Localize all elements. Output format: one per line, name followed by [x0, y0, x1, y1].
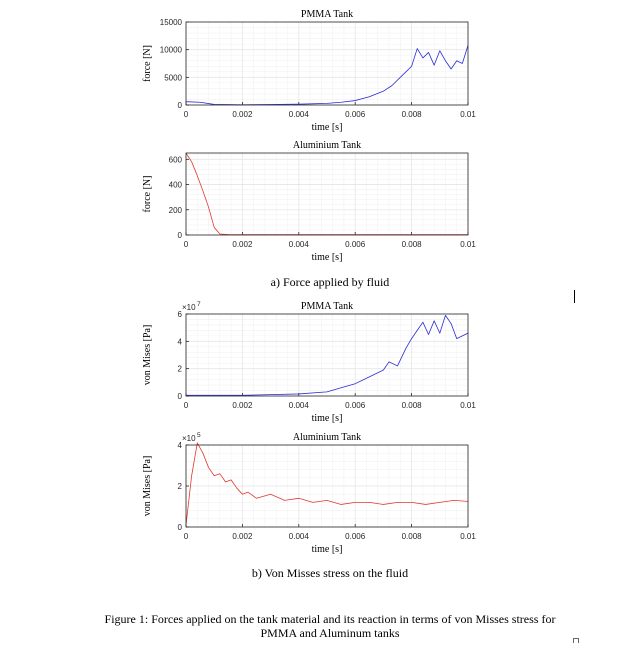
y-tick-label: 0 — [178, 523, 183, 532]
text-cursor — [574, 290, 575, 303]
x-tick-label: 0.008 — [402, 401, 423, 410]
x-tick-label: 0.006 — [345, 240, 366, 249]
chart-aluminium-force: 0 0.002 0.004 0.006 0.008 0.01 0 200 400 600 Alumi… — [142, 140, 476, 263]
plot-area — [186, 314, 468, 396]
y-tick-label: 10000 — [160, 46, 183, 55]
plot-frame — [185, 152, 469, 236]
y-tick-label: 6 — [178, 310, 183, 319]
plot-area — [186, 22, 468, 105]
y-multiplier: ×10 — [182, 303, 196, 312]
x-tick-label: 0.008 — [402, 240, 423, 249]
x-tick-label: 0.002 — [232, 532, 253, 541]
x-tick-label: 0.004 — [289, 240, 310, 249]
y-tick-label: 2 — [178, 482, 183, 491]
x-axis-label: time [s] — [312, 122, 343, 133]
chart-pmma-stress: 0 0.002 0.004 0.006 0.008 0.01 0 2 4 6 PMMA Tank ti… — [142, 301, 476, 424]
x-tick-label: 0 — [184, 532, 189, 541]
chart-title: PMMA Tank — [301, 9, 353, 20]
x-tick-label: 0.006 — [345, 110, 366, 119]
x-axis-label: time [s] — [312, 413, 343, 424]
x-tick-label: 0 — [184, 240, 189, 249]
y-tick-label: 200 — [169, 206, 183, 215]
caption-a: a) Force applied by fluid — [270, 275, 390, 289]
y-exponent: 5 — [197, 432, 201, 439]
y-axis-label: von Mises [Pa] — [142, 456, 153, 517]
plot-frame — [185, 444, 469, 528]
x-tick-label: 0.01 — [460, 240, 476, 249]
y-axis-label: von Mises [Pa] — [142, 325, 153, 386]
y-tick-label: 400 — [169, 181, 183, 190]
x-tick-label: 0.006 — [345, 532, 366, 541]
chart-title: Aluminium Tank — [293, 140, 361, 151]
x-tick-label: 0.006 — [345, 401, 366, 410]
y-axis-label: force [N] — [142, 45, 153, 82]
figure-caption: Figure 1: Forces applied on the tank mat… — [104, 612, 556, 640]
x-tick-label: 0.004 — [289, 110, 310, 119]
y-tick-label: 0 — [178, 101, 183, 110]
chart-aluminium-stress: 0 0.002 0.004 0.006 0.008 0.01 0 2 4 Aluminium Ta… — [142, 432, 476, 555]
y-tick-label: 600 — [169, 155, 183, 164]
x-tick-label: 0.002 — [232, 401, 253, 410]
series-line — [185, 442, 469, 525]
plot-frame — [185, 313, 469, 397]
x-tick-label: 0.002 — [232, 110, 253, 119]
y-exponent: 7 — [197, 301, 201, 308]
y-tick-label: 4 — [178, 441, 183, 450]
corner-marker — [573, 638, 579, 643]
x-tick-label: 0.004 — [289, 401, 310, 410]
y-tick-label: 2 — [178, 365, 183, 374]
x-axis-label: time [s] — [312, 544, 343, 555]
y-tick-label: 4 — [178, 337, 183, 346]
y-tick-label: 0 — [178, 392, 183, 401]
x-tick-label: 0.004 — [289, 532, 310, 541]
x-tick-label: 0.008 — [402, 110, 423, 119]
x-tick-label: 0 — [184, 401, 189, 410]
x-tick-label: 0.01 — [460, 401, 476, 410]
plot-area — [186, 153, 468, 235]
chart-title: Aluminium Tank — [293, 432, 361, 443]
x-axis-label: time [s] — [312, 252, 343, 263]
y-tick-label: 0 — [178, 231, 183, 240]
x-tick-label: 0.008 — [402, 532, 423, 541]
x-tick-label: 0.002 — [232, 240, 253, 249]
x-tick-label: 0.01 — [460, 532, 476, 541]
x-tick-label: 0 — [184, 110, 189, 119]
caption-b: b) Von Misses stress on the fluid — [251, 566, 409, 580]
chart-title: PMMA Tank — [301, 301, 353, 312]
y-tick-label: 5000 — [164, 73, 182, 82]
y-tick-label: 15000 — [160, 18, 183, 27]
chart-pmma-force: 0 0.002 0.004 0.006 0.008 0.01 0 5000 10000 15000… — [142, 9, 476, 133]
y-axis-label: force [N] — [142, 176, 153, 213]
y-multiplier: ×10 — [182, 434, 196, 443]
plot-frame — [185, 21, 469, 106]
x-tick-label: 0.01 — [460, 110, 476, 119]
series-line — [186, 314, 469, 396]
